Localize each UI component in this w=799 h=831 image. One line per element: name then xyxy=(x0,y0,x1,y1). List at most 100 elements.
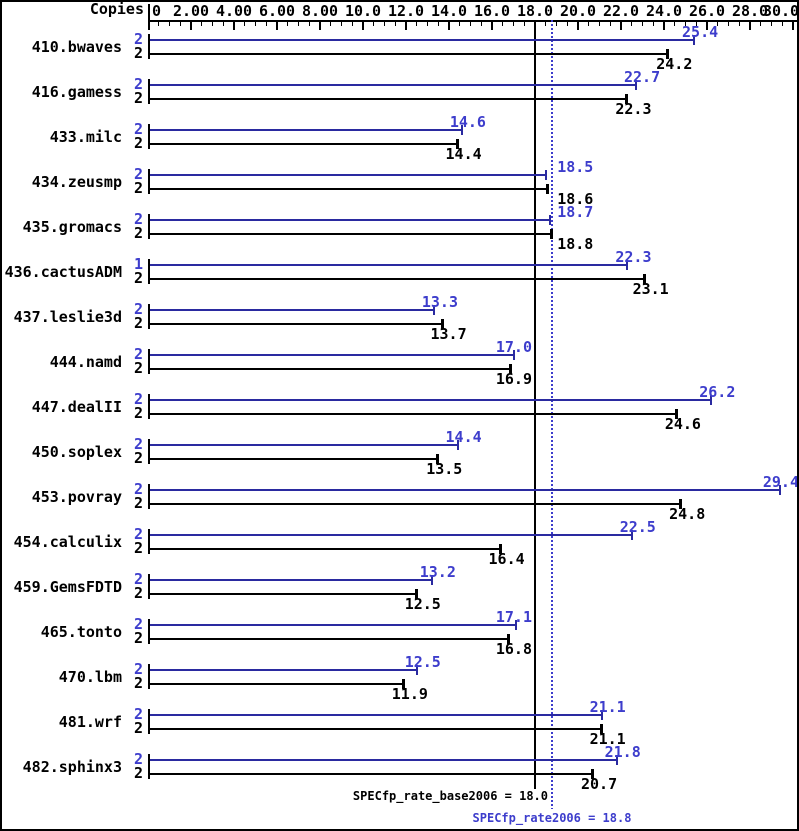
peak-bar xyxy=(150,714,602,716)
benchmark-label: 454.calculix xyxy=(13,533,122,551)
peak-copies-label: 2 xyxy=(133,390,143,408)
benchmark-label: 435.gromacs xyxy=(22,218,122,236)
base-bar-end-marker xyxy=(599,724,603,734)
peak-value-label: 18.5 xyxy=(557,158,594,176)
base-copies-label: 2 xyxy=(133,359,143,377)
peak-bar xyxy=(150,309,434,311)
base-value-label: 20.7 xyxy=(580,775,618,793)
peak-bar xyxy=(150,219,551,221)
base-bar xyxy=(150,278,645,280)
base-bar xyxy=(150,53,669,55)
axis-line xyxy=(148,20,797,22)
base-bar-end-marker xyxy=(642,274,646,284)
group-axis-bracket xyxy=(148,259,150,284)
axis-tick-label: 30.0 xyxy=(762,2,799,20)
peak-bar xyxy=(150,354,514,356)
peak-copies-label: 2 xyxy=(133,435,143,453)
base-value-label: 16.8 xyxy=(495,640,532,658)
peak-bar xyxy=(150,534,632,536)
peak-copies-label: 2 xyxy=(133,120,143,138)
axis-minor-tick xyxy=(674,22,676,26)
axis-minor-tick xyxy=(480,22,482,26)
axis-minor-tick xyxy=(738,22,740,26)
base-bar xyxy=(150,503,682,505)
peak-bar xyxy=(150,264,628,266)
peak-bar-end-marker xyxy=(710,395,713,405)
group-axis-bracket xyxy=(148,484,150,509)
base-mean-line xyxy=(534,20,536,789)
group-axis-bracket xyxy=(148,169,150,194)
peak-value-label: 22.5 xyxy=(619,518,656,536)
axis-tick-label: 2.00 xyxy=(172,2,210,20)
base-bar xyxy=(150,683,404,685)
peak-copies-label: 2 xyxy=(133,345,143,363)
base-bar xyxy=(150,98,628,100)
axis-major-tick xyxy=(663,22,665,30)
axis-major-tick xyxy=(749,22,751,30)
peak-value-label: 25.4 xyxy=(682,23,719,41)
axis-tick-label: 4.00 xyxy=(215,2,253,20)
axis-tick-label: 6.00 xyxy=(258,2,296,20)
axis-minor-tick xyxy=(685,22,686,26)
axis-minor-tick xyxy=(556,22,557,26)
base-bar-end-marker xyxy=(591,769,595,779)
benchmark-label: 481.wrf xyxy=(58,713,122,731)
benchmark-label: 434.zeusmp xyxy=(31,173,122,191)
base-copies-label: 2 xyxy=(133,674,143,692)
axis-minor-tick xyxy=(212,22,213,26)
base-copies-label: 2 xyxy=(133,179,143,197)
axis-tick-label: 28.0 xyxy=(731,2,769,20)
base-bar xyxy=(150,728,602,730)
peak-copies-label: 2 xyxy=(133,165,143,183)
base-bar xyxy=(150,143,458,145)
peak-value-label: 18.7 xyxy=(557,203,594,221)
axis-minor-tick xyxy=(384,22,385,26)
base-mean-label: SPECfp_rate_base2006 = 18.0 xyxy=(352,789,548,803)
peak-bar-end-marker xyxy=(549,215,552,225)
benchmark-label: 433.milc xyxy=(49,128,122,146)
peak-value-label: 21.8 xyxy=(604,743,641,761)
peak-copies-label: 2 xyxy=(133,480,143,498)
axis-minor-tick xyxy=(599,22,600,26)
peak-copies-label: 2 xyxy=(133,30,143,48)
base-bar-end-marker xyxy=(679,499,683,509)
benchmark-label: 447.dealII xyxy=(31,398,122,416)
axis-minor-tick xyxy=(341,22,342,26)
group-axis-bracket xyxy=(148,79,150,104)
axis-minor-tick xyxy=(502,22,504,26)
base-value-label: 21.1 xyxy=(589,730,626,748)
benchmark-label: 437.leslie3d xyxy=(13,308,122,326)
group-axis-bracket xyxy=(148,124,150,149)
group-axis-bracket xyxy=(148,439,150,464)
base-bar-end-marker xyxy=(498,544,502,554)
peak-bar-end-marker xyxy=(630,530,633,540)
base-bar xyxy=(150,638,510,640)
axis-tick-label: 10.0 xyxy=(344,2,382,20)
axis-tick-label: 0 xyxy=(152,2,162,20)
peak-bar xyxy=(150,579,432,581)
group-axis-bracket xyxy=(148,664,150,689)
peak-bar xyxy=(150,669,417,671)
benchmark-label: 410.bwaves xyxy=(31,38,122,56)
base-value-label: 16.4 xyxy=(488,550,525,568)
axis-minor-tick xyxy=(470,22,471,26)
benchmark-label: 436.cactusADM xyxy=(4,263,122,281)
axis-minor-tick xyxy=(265,22,267,26)
base-value-label: 22.3 xyxy=(615,100,652,118)
peak-bar-end-marker xyxy=(615,755,618,765)
benchmark-label: 470.lbm xyxy=(58,668,122,686)
peak-copies-label: 2 xyxy=(133,210,143,228)
peak-value-label: 12.5 xyxy=(404,653,441,671)
base-bar xyxy=(150,188,548,190)
group-axis-bracket xyxy=(148,394,150,419)
axis-minor-tick xyxy=(728,22,729,26)
axis-minor-tick xyxy=(287,22,289,26)
axis-minor-tick xyxy=(255,22,256,26)
base-bar-end-marker xyxy=(625,94,629,104)
axis-major-tick xyxy=(448,22,450,30)
base-bar-end-marker xyxy=(507,634,511,644)
group-axis-bracket xyxy=(148,214,150,239)
peak-bar xyxy=(150,174,546,176)
axis-minor-tick xyxy=(513,22,514,26)
